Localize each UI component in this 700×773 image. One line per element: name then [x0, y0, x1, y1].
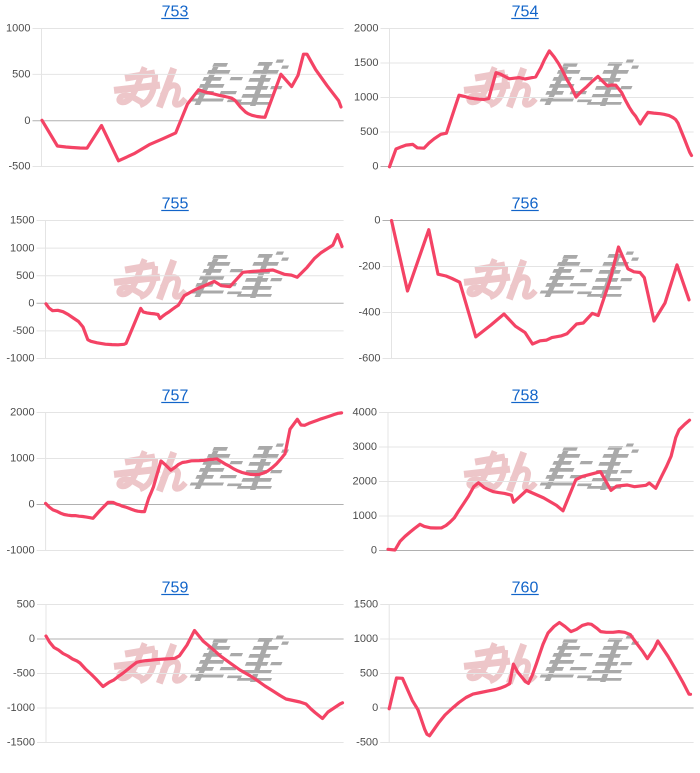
svg-text:0: 0 [24, 115, 30, 127]
svg-text:-500: -500 [12, 325, 34, 337]
svg-text:753: 753 [162, 4, 189, 21]
svg-text:1000: 1000 [10, 242, 34, 254]
svg-text:756: 756 [512, 196, 539, 213]
svg-text:1000: 1000 [6, 23, 30, 35]
svg-text:2000: 2000 [353, 476, 377, 488]
svg-text:759: 759 [162, 580, 189, 597]
svg-text:1500: 1500 [354, 57, 378, 69]
svg-text:-500: -500 [8, 161, 30, 173]
svg-text:500: 500 [16, 270, 34, 282]
svg-text:755: 755 [162, 196, 189, 213]
svg-text:0: 0 [28, 499, 34, 511]
svg-text:-600: -600 [358, 353, 380, 365]
svg-text:4000: 4000 [353, 407, 377, 419]
svg-text:754: 754 [512, 4, 539, 21]
svg-text:-500: -500 [356, 737, 378, 749]
svg-text:0: 0 [29, 633, 35, 645]
svg-text:-200: -200 [358, 261, 380, 273]
svg-text:500: 500 [360, 668, 378, 680]
svg-text:0: 0 [371, 545, 377, 557]
svg-text:0: 0 [372, 161, 378, 173]
svg-text:2000: 2000 [354, 23, 378, 35]
svg-text:-1500: -1500 [7, 737, 35, 749]
svg-text:3000: 3000 [353, 441, 377, 453]
svg-text:1000: 1000 [354, 92, 378, 104]
svg-text:1000: 1000 [10, 453, 34, 465]
svg-text:1000: 1000 [353, 510, 377, 522]
svg-text:-1000: -1000 [6, 353, 34, 365]
svg-text:1500: 1500 [10, 215, 34, 227]
svg-text:-400: -400 [358, 307, 380, 319]
svg-text:0: 0 [372, 702, 378, 714]
svg-text:0: 0 [374, 215, 380, 227]
svg-text:500: 500 [12, 69, 30, 81]
svg-text:-1000: -1000 [7, 702, 35, 714]
svg-text:500: 500 [17, 599, 35, 611]
svg-text:-500: -500 [13, 668, 35, 680]
svg-text:2000: 2000 [10, 407, 34, 419]
svg-text:0: 0 [28, 298, 34, 310]
svg-text:500: 500 [360, 126, 378, 138]
svg-text:-1000: -1000 [6, 545, 34, 557]
svg-text:758: 758 [512, 388, 539, 405]
svg-text:757: 757 [162, 388, 189, 405]
svg-text:1500: 1500 [354, 599, 378, 611]
svg-text:1000: 1000 [354, 633, 378, 645]
svg-text:760: 760 [512, 580, 539, 597]
